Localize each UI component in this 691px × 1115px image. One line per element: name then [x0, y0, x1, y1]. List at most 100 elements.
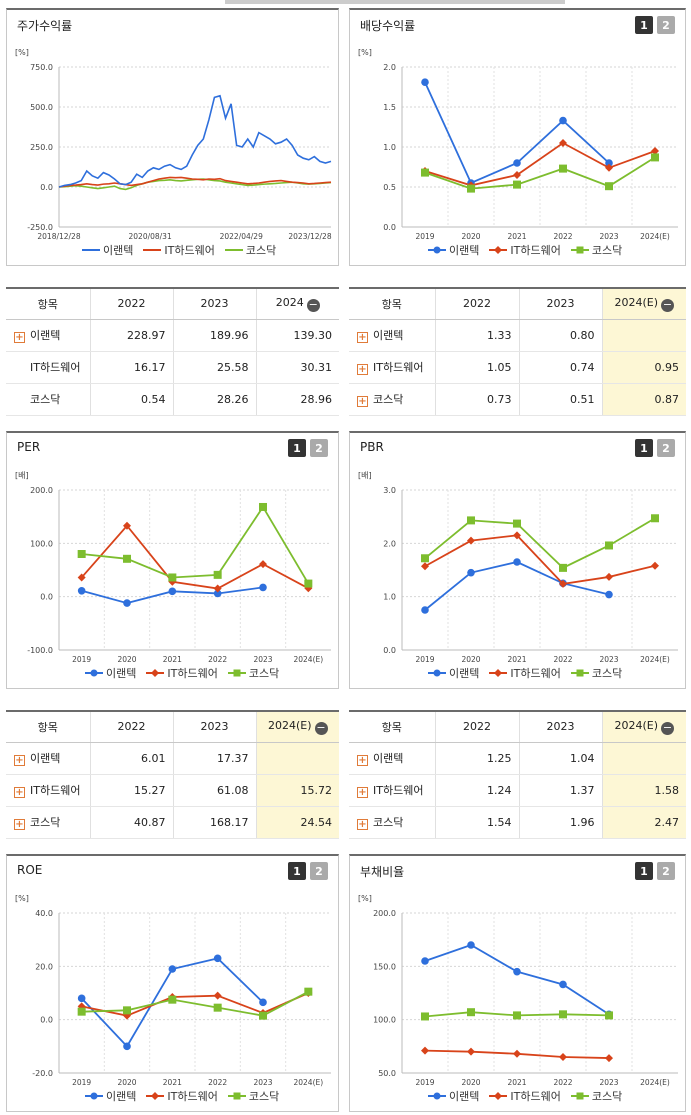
- page-2-button[interactable]: 2: [310, 439, 328, 457]
- series-line-코스닥: [81, 990, 309, 1017]
- data-point: [77, 1007, 86, 1016]
- col-header: 2022: [434, 288, 519, 320]
- legend-item[interactable]: IT하드웨어: [489, 1088, 561, 1104]
- legend-marker-icon: [570, 246, 589, 254]
- legend-marker-icon: [489, 1092, 508, 1100]
- x-tick-label: 2021: [163, 1078, 182, 1087]
- legend-marker-icon: [143, 249, 162, 251]
- panel-title: PBR: [360, 440, 384, 454]
- expand-icon[interactable]: +: [357, 755, 368, 766]
- expand-icon[interactable]: +: [357, 364, 368, 375]
- expand-icon[interactable]: +: [357, 819, 368, 830]
- page-1-button[interactable]: 1: [635, 862, 653, 880]
- data-point: [77, 994, 86, 1003]
- expand-icon[interactable]: +: [14, 755, 25, 766]
- data-point: [605, 541, 613, 550]
- expand-icon[interactable]: +: [14, 787, 25, 798]
- x-tick-label: 2022: [553, 232, 572, 241]
- data-point: [421, 1012, 429, 1021]
- legend-item[interactable]: 코스닥: [227, 665, 280, 681]
- legend-item[interactable]: 이랜텍: [428, 242, 479, 258]
- col-header: 2023: [172, 288, 256, 320]
- legend-item[interactable]: IT하드웨어: [489, 242, 561, 258]
- legend-item[interactable]: 코스닥: [224, 242, 276, 258]
- expand-icon[interactable]: +: [357, 332, 368, 343]
- table-row: IT하드웨어 16.17 25.58 30.31: [6, 351, 339, 384]
- data-point: [513, 180, 521, 189]
- data-point: [77, 573, 86, 582]
- y-tick-label: 1.5: [383, 103, 396, 112]
- legend-item[interactable]: IT하드웨어: [143, 242, 215, 258]
- page-1-button[interactable]: 1: [635, 16, 653, 34]
- page-1-button[interactable]: 1: [635, 439, 653, 457]
- page-1-button[interactable]: 1: [288, 439, 306, 457]
- stock-return-table: 항목 2022 2023 2024− + 이랜텍 228.97 189.96 139.30 I…: [6, 287, 339, 416]
- y-unit-label: [배]: [358, 471, 372, 480]
- y-tick-label: 0.5: [383, 183, 396, 192]
- legend-item[interactable]: 이랜텍: [85, 1088, 136, 1104]
- legend-marker-icon: [428, 1092, 446, 1100]
- expand-icon[interactable]: +: [357, 396, 368, 407]
- legend-item[interactable]: 이랜텍: [85, 665, 136, 681]
- data-point: [259, 502, 267, 511]
- col-header-2024e: 2024(E) −: [601, 711, 686, 743]
- x-tick-label: 2020: [461, 655, 480, 664]
- legend-item[interactable]: 코스닥: [570, 665, 622, 681]
- series-line-IT하드웨어: [81, 992, 309, 1017]
- page-2-button[interactable]: 2: [657, 862, 675, 880]
- col-header: 2023: [518, 288, 602, 320]
- legend-item[interactable]: 코스닥: [570, 1088, 622, 1104]
- legend-item[interactable]: 이랜텍: [428, 1088, 479, 1104]
- legend-item[interactable]: IT하드웨어: [146, 665, 218, 681]
- legend-label: IT하드웨어: [510, 667, 561, 680]
- data-point: [513, 967, 521, 976]
- page-2-button[interactable]: 2: [310, 862, 328, 880]
- series-line-IT하드웨어: [424, 534, 656, 585]
- page-2-button[interactable]: 2: [657, 439, 675, 457]
- legend-item[interactable]: IT하드웨어: [489, 665, 561, 681]
- data-point: [259, 560, 267, 569]
- col-header: 항목: [349, 288, 435, 320]
- y-tick-label: 20.0: [35, 962, 53, 971]
- data-point: [467, 568, 475, 577]
- expand-icon[interactable]: +: [14, 819, 25, 830]
- data-point: [123, 521, 131, 530]
- expand-icon[interactable]: +: [14, 332, 25, 343]
- data-point: [467, 536, 475, 545]
- collapse-icon[interactable]: −: [661, 720, 675, 735]
- page-1-button[interactable]: 1: [288, 862, 306, 880]
- legend-item[interactable]: 코스닥: [227, 1088, 279, 1104]
- collapse-icon[interactable]: −: [314, 720, 328, 735]
- y-tick-label: 250.0: [30, 143, 53, 152]
- x-tick-label: 2023: [253, 655, 272, 664]
- x-tick-label: 2021: [507, 232, 526, 241]
- data-point: [651, 561, 659, 570]
- legend-item[interactable]: 이랜텍: [428, 665, 479, 681]
- col-header: 항목: [349, 711, 435, 743]
- expand-icon[interactable]: +: [357, 787, 368, 798]
- x-tick-label: 2018/12/28: [37, 232, 80, 241]
- legend-marker-icon: [570, 1092, 589, 1100]
- x-tick-label: 2024(E): [640, 1078, 670, 1087]
- x-tick-label: 2024(E): [293, 1078, 323, 1087]
- series-line-IT하드웨어: [58, 176, 332, 188]
- y-tick-label: 1.0: [383, 593, 396, 602]
- collapse-icon[interactable]: −: [306, 297, 320, 312]
- legend-item[interactable]: IT하드웨어: [146, 1088, 218, 1104]
- pbr-table: 항목 2022 2023 2024(E) − + 이랜텍 1.25 1.04 + IT하드웨어 1…: [349, 710, 686, 839]
- legend-item[interactable]: 코스닥: [570, 242, 622, 258]
- legend-item[interactable]: 이랜텍: [82, 242, 133, 258]
- legend-label: 코스닥: [248, 667, 280, 680]
- table-row: + 코스닥 40.87 168.17 24.54: [6, 806, 339, 839]
- legend-marker-icon: [428, 246, 446, 254]
- data-point: [304, 584, 313, 593]
- y-unit-label: [%]: [15, 48, 29, 57]
- x-tick-label: 2019: [415, 232, 434, 241]
- collapse-icon[interactable]: −: [661, 297, 675, 312]
- page-2-button[interactable]: 2: [657, 16, 675, 34]
- x-tick-label: 2019: [415, 1078, 434, 1087]
- legend-label: 이랜텍: [106, 667, 137, 680]
- data-point: [168, 573, 177, 582]
